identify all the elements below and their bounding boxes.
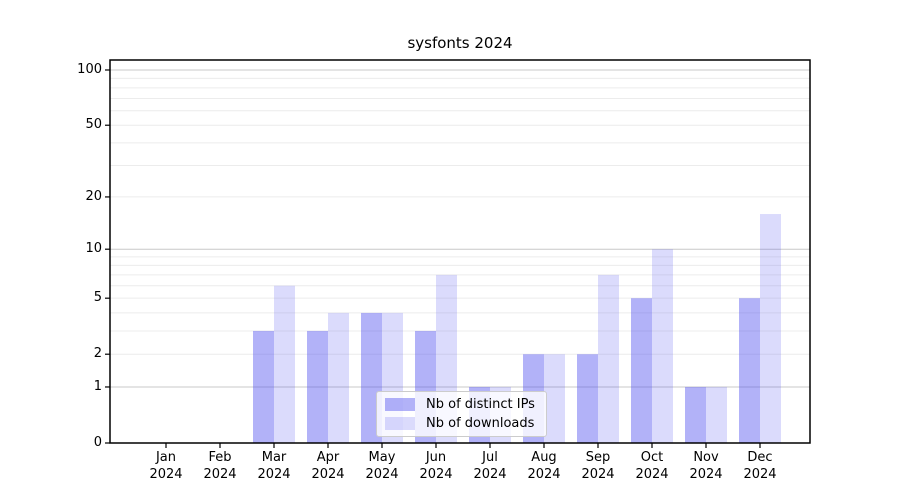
x-tick-year: 2024 [689, 467, 723, 482]
x-tick-label-jun: Jun 2024 [406, 449, 466, 483]
x-tick-month: Jan [155, 450, 177, 465]
x-tick-year: 2024 [581, 467, 615, 482]
x-tick-month: Aug [531, 450, 557, 465]
x-tick-year: 2024 [743, 467, 777, 482]
x-tick-year: 2024 [419, 467, 453, 482]
y-tick-label-2: 2 [93, 346, 102, 362]
bar-distinct-ips-nov [685, 386, 706, 443]
bar-distinct-ips-dec [739, 298, 760, 443]
x-tick-label-sep: Sep 2024 [568, 449, 628, 483]
x-tick-month: Oct [640, 450, 664, 465]
legend-item-downloads: Nb of downloads [385, 416, 546, 431]
chart-title: sysfonts 2024 [407, 34, 513, 52]
x-tick-month: Apr [316, 450, 340, 465]
bar-distinct-ips-oct [631, 298, 652, 443]
x-tick-month: Sep [585, 450, 611, 465]
x-tick-label-apr: Apr 2024 [298, 449, 358, 483]
legend-label-distinct-ips: Nb of distinct IPs [426, 397, 535, 412]
x-tick-label-jan: Jan 2024 [136, 449, 196, 483]
x-tick-label-oct: Oct 2024 [622, 449, 682, 483]
x-tick-month: Nov [693, 450, 719, 465]
x-tick-label-nov: Nov 2024 [676, 449, 736, 483]
legend-item-distinct-ips: Nb of distinct IPs [385, 397, 546, 412]
bar-downloads-nov [706, 386, 727, 443]
x-tick-month: Jun [425, 450, 447, 465]
legend-swatch-downloads [385, 417, 415, 430]
x-tick-month: Feb [208, 450, 232, 465]
legend-swatch-distinct-ips [385, 398, 415, 411]
x-tick-year: 2024 [365, 467, 399, 482]
x-tick-year: 2024 [527, 467, 561, 482]
x-tick-label-feb: Feb 2024 [190, 449, 250, 483]
bar-downloads-apr [328, 312, 349, 443]
x-tick-year: 2024 [635, 467, 669, 482]
x-tick-label-jul: Jul 2024 [460, 449, 520, 483]
x-tick-month: May [368, 450, 396, 465]
legend: Nb of distinct IPs Nb of downloads [376, 391, 547, 437]
x-tick-label-may: May 2024 [352, 449, 412, 483]
bar-downloads-aug [544, 354, 565, 443]
bar-downloads-dec [760, 214, 781, 443]
x-tick-label-aug: Aug 2024 [514, 449, 574, 483]
y-tick-label-1: 1 [93, 378, 102, 394]
x-tick-year: 2024 [203, 467, 237, 482]
y-tick-label-50: 50 [85, 117, 102, 133]
y-tick-label-0: 0 [93, 435, 102, 450]
y-tick-label-10: 10 [85, 241, 102, 257]
y-tick-label-100: 100 [77, 61, 102, 77]
y-tick-label-5: 5 [93, 290, 102, 306]
x-tick-label-dec: Dec 2024 [730, 449, 790, 483]
bar-downloads-mar [274, 285, 295, 443]
bar-downloads-sep [598, 274, 619, 443]
y-tick-label-20: 20 [85, 188, 102, 204]
x-tick-year: 2024 [473, 467, 507, 482]
x-tick-year: 2024 [149, 467, 183, 482]
x-tick-year: 2024 [311, 467, 345, 482]
x-tick-month: Mar [261, 450, 287, 465]
bar-distinct-ips-mar [253, 330, 274, 443]
bar-distinct-ips-apr [307, 330, 328, 443]
bar-downloads-oct [652, 249, 673, 443]
legend-label-downloads: Nb of downloads [426, 416, 535, 431]
bar-distinct-ips-sep [577, 354, 598, 443]
x-tick-label-mar: Mar 2024 [244, 449, 304, 483]
axes-spines [109, 59, 811, 444]
x-tick-month: Jul [482, 450, 498, 465]
x-tick-year: 2024 [257, 467, 291, 482]
x-tick-month: Dec [747, 450, 773, 465]
